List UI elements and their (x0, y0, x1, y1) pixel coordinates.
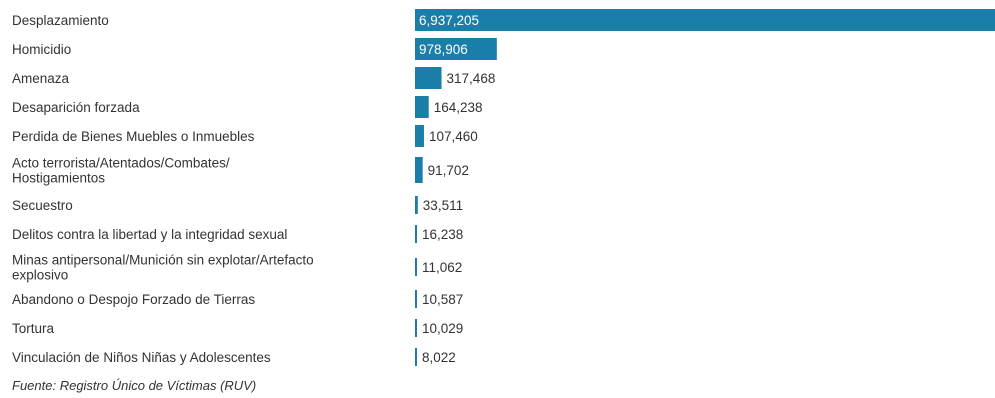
labels-layer: 6,937,205 Desplazamiento 978,906 Homicidio 3… (12, 13, 495, 365)
bar (415, 67, 442, 89)
value-label: 164,238 (434, 100, 483, 115)
value-label: 11,062 (422, 260, 462, 275)
category-label: Homicidio (12, 42, 71, 57)
value-label: 6,937,205 (419, 13, 479, 28)
bar (415, 9, 995, 31)
bar (415, 290, 417, 308)
value-label: 10,587 (422, 292, 463, 307)
category-label: explosivo (12, 268, 68, 283)
bar (415, 258, 417, 276)
category-label: Perdida de Bienes Muebles o Inmuebles (12, 129, 255, 144)
category-label: Abandono o Despojo Forzado de Tierras (12, 292, 255, 307)
bar (415, 348, 417, 366)
bar (415, 96, 429, 118)
value-label: 978,906 (419, 42, 468, 57)
category-label: Delitos contra la libertad y la integrid… (12, 227, 287, 242)
bar (415, 157, 423, 183)
category-label: Acto terrorista/Atentados/Combates/ (12, 156, 230, 171)
category-label: Vinculación de Niños Niñas y Adolescente… (12, 350, 271, 365)
value-label: 91,702 (428, 163, 469, 178)
bar (415, 319, 417, 337)
bar (415, 225, 417, 243)
category-label: Amenaza (12, 71, 70, 86)
bar (415, 38, 497, 60)
bar (415, 125, 424, 147)
category-label: Secuestro (12, 198, 73, 213)
value-label: 16,238 (422, 227, 463, 242)
value-label: 107,460 (429, 129, 478, 144)
category-label: Desplazamiento (12, 13, 109, 28)
category-label: Hostigamientos (12, 171, 105, 186)
bar (415, 196, 418, 214)
value-label: 8,022 (422, 350, 456, 365)
value-label: 10,029 (422, 321, 463, 336)
source-note: Fuente: Registro Único de Víctimas (RUV) (12, 378, 257, 393)
value-label: 317,468 (447, 71, 496, 86)
value-label: 33,511 (423, 198, 463, 213)
category-label: Tortura (12, 321, 55, 336)
bars-layer (415, 9, 995, 366)
category-label: Minas antipersonal/Munición sin explotar… (12, 253, 314, 268)
category-label: Desaparición forzada (12, 100, 140, 115)
